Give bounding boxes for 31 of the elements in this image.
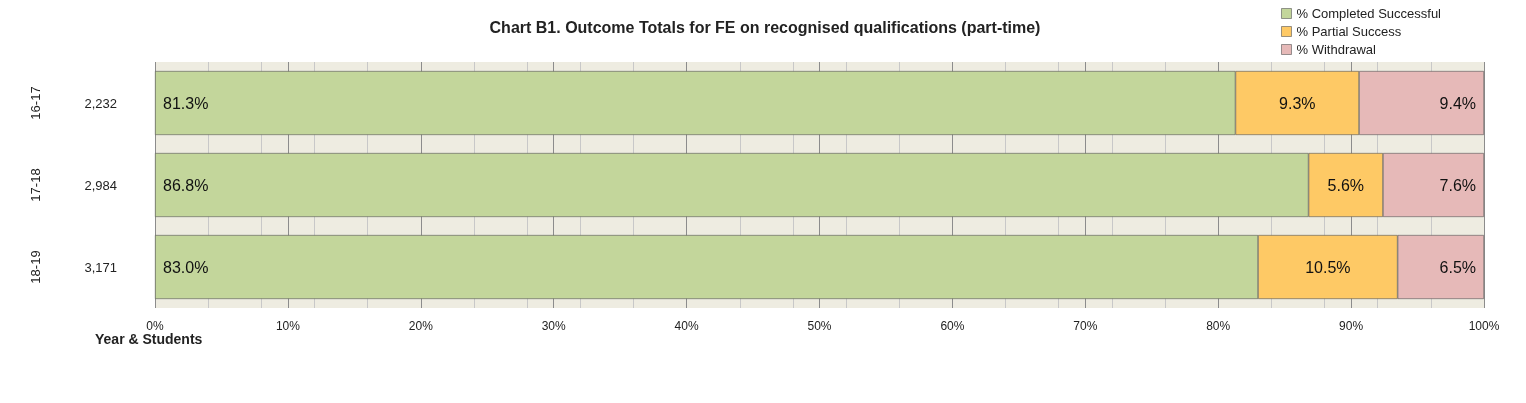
x-tick-label: 80% bbox=[1206, 319, 1231, 333]
data-label: 9.4% bbox=[1439, 94, 1476, 112]
legend-label: % Withdrawal bbox=[1296, 42, 1377, 57]
y-axis-title: Year & Students bbox=[95, 330, 203, 347]
y2-tick-label: 2,984 bbox=[84, 177, 117, 193]
data-label: 81.3% bbox=[163, 94, 209, 112]
data-label: 9.3% bbox=[1279, 94, 1316, 112]
y-tick-label: 16-17 bbox=[28, 86, 43, 120]
x-tick-label: 50% bbox=[807, 319, 832, 333]
y-tick-label: 17-18 bbox=[28, 168, 43, 202]
data-label: 7.6% bbox=[1439, 176, 1476, 194]
data-label: 6.5% bbox=[1439, 258, 1476, 276]
x-tick-label: 90% bbox=[1339, 319, 1364, 333]
x-tick-label: 40% bbox=[674, 319, 699, 333]
data-label: 83.0% bbox=[163, 258, 209, 276]
data-label: 5.6% bbox=[1327, 176, 1365, 194]
legend-label: % Partial Success bbox=[1296, 24, 1402, 39]
data-label: 86.8% bbox=[163, 176, 209, 194]
x-tick-label: 60% bbox=[940, 319, 965, 333]
data-label: 10.5% bbox=[1305, 258, 1351, 276]
x-tick-label: 10% bbox=[275, 319, 301, 333]
x-tick-label: 0% bbox=[146, 319, 164, 333]
x-tick-label: 100% bbox=[1468, 319, 1500, 333]
y2-tick-label: 3,171 bbox=[84, 259, 117, 275]
x-tick-label: 30% bbox=[541, 319, 567, 333]
y-tick-label: 18-19 bbox=[28, 250, 43, 284]
chart-title: Chart B1. Outcome Totals for FE on recognised qualifications (part-time) bbox=[489, 18, 1041, 36]
y2-tick-label: 2,232 bbox=[84, 95, 117, 111]
legend-label: % Completed Successful bbox=[1296, 6, 1442, 21]
x-tick-label: 20% bbox=[408, 319, 434, 333]
x-tick-label: 70% bbox=[1073, 319, 1098, 333]
